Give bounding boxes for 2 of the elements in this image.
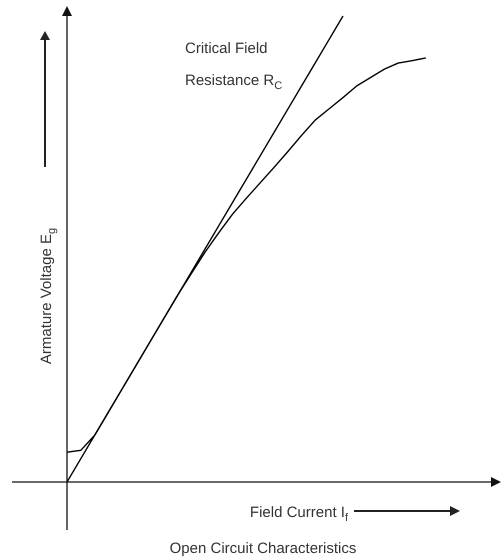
y-axis-title: Armature Voltage Eg: [38, 228, 58, 364]
text: Open Circuit Characteristics: [170, 540, 356, 557]
